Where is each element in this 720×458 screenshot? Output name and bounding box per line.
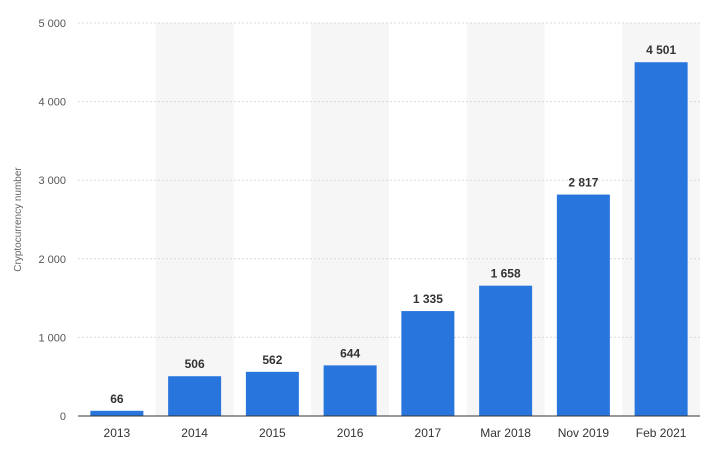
bar	[323, 365, 377, 416]
data-label: 4 501	[646, 43, 676, 57]
bar	[479, 285, 533, 416]
y-tick-label: 1 000	[38, 332, 66, 344]
y-tick-label: 3 000	[38, 175, 66, 187]
data-label: 66	[110, 392, 124, 406]
x-tick-label: 2013	[104, 426, 131, 440]
y-tick-label: 5 000	[38, 18, 66, 30]
band-3	[311, 23, 389, 416]
y-tick-label: 0	[60, 411, 66, 423]
bar	[168, 376, 222, 416]
bar	[401, 311, 455, 416]
x-tick-label: Feb 2021	[636, 426, 687, 440]
bar	[245, 371, 299, 416]
x-tick-label: Mar 2018	[480, 426, 531, 440]
y-tick-label: 4 000	[38, 97, 66, 109]
x-tick-label: 2016	[337, 426, 364, 440]
bar	[90, 410, 144, 416]
data-label: 1 658	[491, 267, 521, 281]
data-label: 562	[262, 353, 282, 367]
data-labels: 66 506 562 644 1 335 1 658 2 817 4 501	[110, 43, 676, 406]
y-axis-label: Cryptocurrency number	[13, 167, 24, 272]
data-label: 644	[340, 346, 360, 360]
x-axis-ticks: 2013 2014 2015 2016 2017 Mar 2018 Nov 2019 Feb …	[104, 426, 687, 440]
x-tick-label: 2017	[415, 426, 442, 440]
bars	[90, 62, 688, 416]
x-tick-label: 2015	[259, 426, 286, 440]
bar	[556, 194, 610, 416]
x-tick-label: Nov 2019	[558, 426, 610, 440]
band-1	[155, 23, 234, 416]
data-label: 2 817	[568, 176, 598, 190]
y-tick-label: 2 000	[38, 254, 66, 266]
y-axis-ticks: 0 1 000 2 000 3 000 4 000 5 000	[38, 18, 66, 423]
bar	[634, 62, 688, 416]
data-label: 1 335	[413, 292, 443, 306]
data-label: 506	[185, 357, 205, 371]
x-tick-label: 2014	[181, 426, 208, 440]
